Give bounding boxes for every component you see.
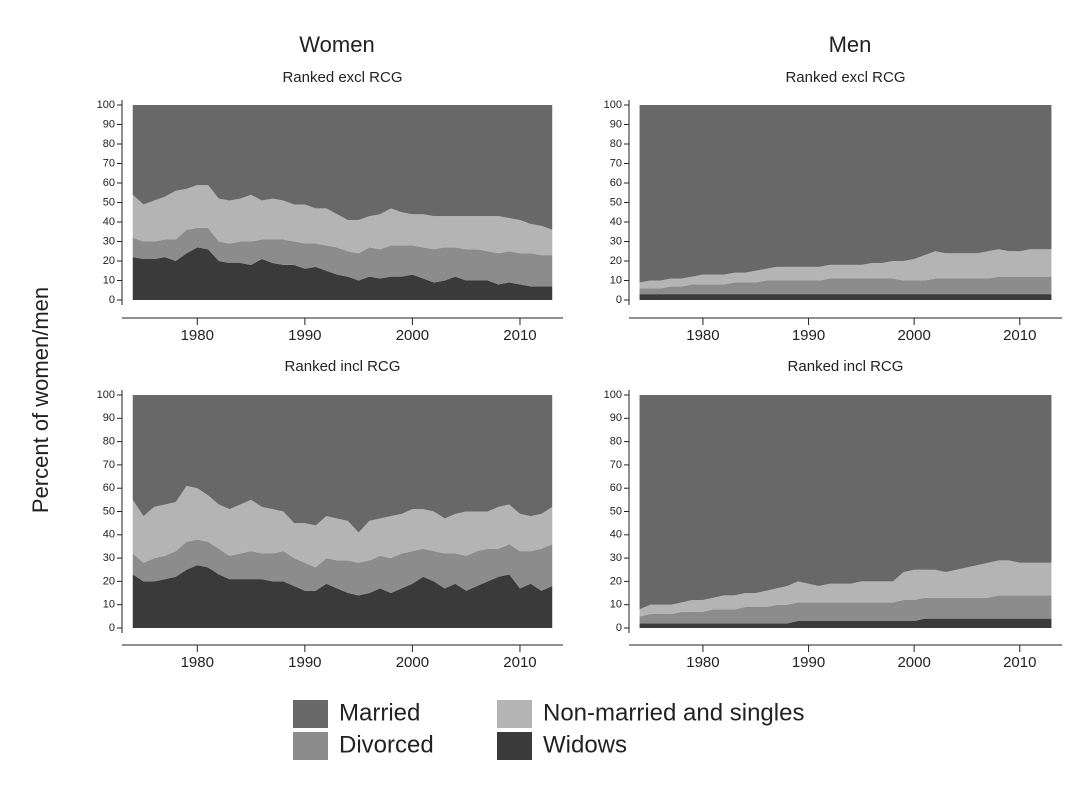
legend-label: Married: [339, 699, 420, 726]
x-tick-label: 1980: [686, 654, 719, 671]
y-tick-label: 60: [103, 482, 115, 494]
legend-label: Non-married and singles: [543, 699, 804, 726]
x-tick-label: 1990: [792, 327, 825, 344]
x-tick-label: 2000: [897, 654, 930, 671]
area: [639, 595, 1052, 624]
y-tick-label: 10: [103, 599, 115, 611]
y-tick-label: 100: [97, 99, 115, 111]
y-tick-label: 30: [610, 552, 622, 564]
y-tick-label: 70: [103, 157, 115, 169]
y-tick-label: 90: [610, 118, 622, 130]
y-tick-label: 80: [103, 138, 115, 150]
y-tick-label: 40: [103, 529, 115, 541]
legend-label: Widows: [543, 731, 627, 758]
area: [639, 395, 1052, 610]
y-tick-label: 70: [103, 459, 115, 471]
y-tick-label: 80: [610, 138, 622, 150]
x-tick-label: 2000: [897, 327, 930, 344]
area: [132, 565, 553, 628]
x-tick-label: 2000: [396, 327, 429, 344]
y-tick-label: 90: [103, 118, 115, 130]
x-tick-label: 2010: [1003, 654, 1036, 671]
y-tick-label: 40: [610, 216, 622, 228]
legend-swatch: [497, 732, 532, 760]
x-tick-label: 1980: [181, 327, 214, 344]
y-tick-label: 100: [97, 389, 115, 401]
y-tick-label: 0: [109, 622, 115, 634]
y-tick-label: 40: [610, 529, 622, 541]
y-tick-label: 30: [103, 235, 115, 247]
x-tick-label: 1990: [288, 654, 321, 671]
x-tick-label: 1980: [181, 654, 214, 671]
panel-title: Men: [829, 32, 872, 57]
area: [639, 249, 1052, 289]
y-tick-label: 50: [103, 196, 115, 208]
y-axis-label: Percent of women/men: [28, 287, 53, 513]
y-tick-label: 50: [610, 505, 622, 517]
y-tick-label: 60: [103, 177, 115, 189]
area: [132, 395, 553, 533]
area: [639, 618, 1052, 628]
legend-swatch: [497, 700, 532, 728]
y-tick-label: 100: [604, 99, 622, 111]
x-tick-label: 2010: [503, 654, 536, 671]
legend-swatch: [293, 700, 328, 728]
y-tick-label: 0: [616, 294, 622, 306]
y-tick-label: 90: [610, 412, 622, 424]
area: [132, 485, 553, 568]
panel-subtitle: Ranked excl RCG: [785, 69, 905, 86]
panel-subtitle: Ranked incl RCG: [788, 358, 904, 375]
x-tick-label: 1990: [288, 327, 321, 344]
y-tick-label: 30: [610, 235, 622, 247]
legend-swatch: [293, 732, 328, 760]
y-tick-label: 100: [604, 389, 622, 401]
area: [639, 276, 1052, 295]
area: [132, 105, 553, 230]
area: [132, 184, 553, 256]
area: [639, 294, 1052, 300]
y-tick-label: 90: [103, 412, 115, 424]
y-tick-label: 30: [103, 552, 115, 564]
y-tick-label: 70: [610, 157, 622, 169]
y-tick-label: 50: [103, 505, 115, 517]
legend-label: Divorced: [339, 731, 434, 758]
y-tick-label: 50: [610, 196, 622, 208]
y-tick-label: 20: [103, 575, 115, 587]
y-tick-label: 80: [103, 436, 115, 448]
panel-subtitle: Ranked incl RCG: [285, 358, 401, 375]
y-tick-label: 70: [610, 459, 622, 471]
x-tick-label: 2000: [396, 654, 429, 671]
area: [132, 227, 553, 287]
y-tick-label: 40: [103, 216, 115, 228]
y-tick-label: 10: [103, 274, 115, 286]
panel-subtitle: Ranked excl RCG: [282, 69, 402, 86]
area: [639, 560, 1052, 617]
area: [639, 105, 1052, 283]
x-tick-label: 1980: [686, 327, 719, 344]
area: [132, 247, 553, 300]
y-tick-label: 60: [610, 482, 622, 494]
y-tick-label: 10: [610, 274, 622, 286]
y-tick-label: 20: [610, 575, 622, 587]
y-tick-label: 80: [610, 436, 622, 448]
y-tick-label: 20: [610, 255, 622, 267]
y-tick-label: 0: [109, 294, 115, 306]
x-tick-label: 2010: [1003, 327, 1036, 344]
y-tick-label: 60: [610, 177, 622, 189]
y-tick-label: 20: [103, 255, 115, 267]
x-tick-label: 2010: [503, 327, 536, 344]
x-tick-label: 1990: [792, 654, 825, 671]
y-tick-label: 0: [616, 622, 622, 634]
y-tick-label: 10: [610, 599, 622, 611]
panel-title: Women: [299, 32, 374, 57]
